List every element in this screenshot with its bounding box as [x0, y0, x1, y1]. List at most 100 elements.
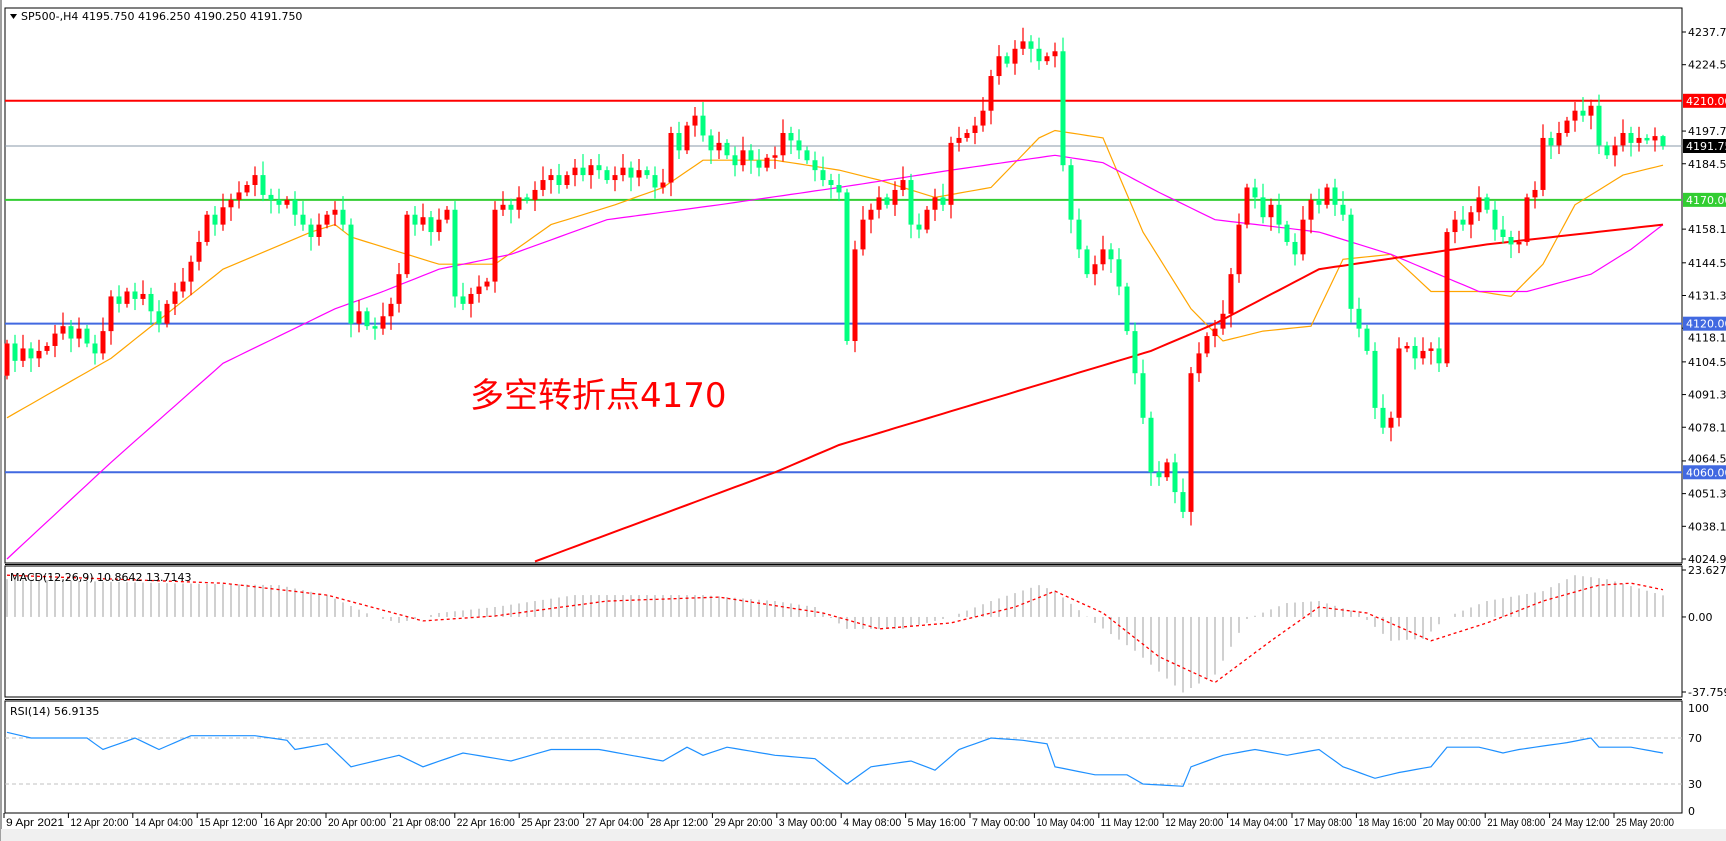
price-level-value: 4191.750	[1686, 140, 1726, 153]
price-pane-border	[4, 7, 1683, 564]
candle	[260, 161, 266, 202]
candle-body	[556, 175, 562, 185]
candle-body	[60, 326, 66, 334]
candle-body	[1180, 492, 1186, 512]
price-tick-label: 4104.580	[1688, 356, 1726, 369]
candle-body	[260, 175, 266, 195]
candle-body	[292, 199, 298, 215]
collapse-triangle-icon[interactable]	[10, 14, 17, 19]
candle	[692, 106, 698, 137]
candle-body	[404, 214, 410, 275]
candle	[1524, 193, 1530, 246]
candle-body	[1572, 110, 1578, 121]
candle	[1404, 342, 1410, 353]
candle	[468, 287, 474, 318]
candle	[988, 69, 994, 125]
candle-body	[996, 56, 1002, 77]
candle-body	[764, 157, 770, 168]
candle-body	[1660, 136, 1666, 146]
candle	[1076, 208, 1082, 259]
rsi-pane[interactable]: 100 70 30 0 RSI(14) 56.9135	[4, 699, 1709, 819]
candle-body	[308, 224, 314, 238]
macd-pane-border	[4, 565, 1683, 698]
candle	[4, 339, 10, 380]
candle	[1228, 267, 1234, 328]
window-left-frame	[0, 0, 2, 841]
candle	[1156, 461, 1162, 486]
candle	[532, 181, 538, 212]
candle-body	[172, 291, 178, 304]
candle	[1180, 478, 1186, 519]
candle	[220, 193, 226, 231]
candle	[164, 300, 170, 328]
candle	[236, 181, 242, 209]
price-tick-label: 4197.780	[1688, 125, 1726, 138]
candle-body	[1348, 214, 1354, 309]
candle	[1036, 37, 1042, 70]
time-tick-label: 5 May 16:00	[908, 817, 966, 829]
candle	[1588, 99, 1594, 130]
candle	[1532, 181, 1538, 209]
candle-body	[844, 192, 850, 342]
candle	[1548, 131, 1554, 159]
candle-body	[964, 132, 970, 138]
price-tick-label: 4237.780	[1688, 26, 1726, 39]
candle-body	[372, 326, 378, 329]
price-axis: 4237.780 4224.580 4197.780 4184.580 4158.180…	[1682, 26, 1726, 566]
candle	[1236, 213, 1242, 283]
candle-body	[244, 184, 250, 193]
candle-body	[1204, 336, 1210, 354]
candle	[396, 263, 402, 313]
candle-body	[1476, 197, 1482, 213]
candle	[780, 119, 786, 162]
candle	[612, 166, 618, 192]
candle	[580, 154, 586, 182]
candle	[1508, 230, 1514, 259]
candle-body	[1556, 132, 1562, 146]
candle	[668, 126, 674, 197]
candle-body	[1580, 110, 1586, 116]
price-tick-label: 4051.380	[1688, 488, 1726, 501]
candle-body	[908, 180, 914, 225]
candle-body	[540, 180, 546, 190]
macd-pane[interactable]: 23.6278 0.00 -37.7595 MACD(12,26,9) 10.864…	[4, 564, 1726, 699]
candle-body	[756, 160, 762, 168]
candle-body	[444, 209, 450, 220]
price-pane[interactable]: 4237.780 4224.580 4197.780 4184.580 4158.180…	[4, 7, 1726, 566]
candle-body	[932, 197, 938, 210]
candle	[1612, 136, 1618, 167]
candle-body	[36, 350, 42, 359]
candle-body	[324, 214, 330, 225]
candle-body	[1508, 237, 1514, 245]
time-tick-label: 9 Apr 2021	[6, 817, 64, 829]
price-tick-label: 4118.180	[1688, 332, 1726, 345]
candle	[1412, 337, 1418, 370]
candle-body	[1148, 417, 1154, 473]
candle	[1260, 183, 1266, 224]
candle	[852, 240, 858, 353]
candle-body	[564, 175, 570, 185]
candle	[388, 297, 394, 330]
candle	[1516, 230, 1522, 254]
candle	[796, 129, 802, 159]
candle	[252, 166, 258, 197]
candle	[20, 334, 26, 368]
candle-body	[716, 142, 722, 151]
candle-body	[516, 197, 522, 210]
candle	[1284, 220, 1290, 246]
candle-body	[1420, 350, 1426, 359]
candle	[604, 166, 610, 184]
price-line-tags: 4210.000 4191.750 4170.000 4120.000 4060.000	[1683, 93, 1726, 480]
candle-body	[868, 209, 874, 220]
candle-body	[44, 345, 50, 351]
macd-signal-line	[6, 574, 1664, 684]
candle-body	[660, 182, 666, 188]
candle	[708, 129, 714, 164]
candle	[1484, 193, 1490, 214]
candle-body	[884, 197, 890, 205]
candle	[316, 213, 322, 246]
candle-body	[116, 296, 122, 304]
macd-tick-label: 23.6278	[1688, 564, 1726, 577]
time-tick-label: 4 May 08:00	[843, 817, 901, 829]
